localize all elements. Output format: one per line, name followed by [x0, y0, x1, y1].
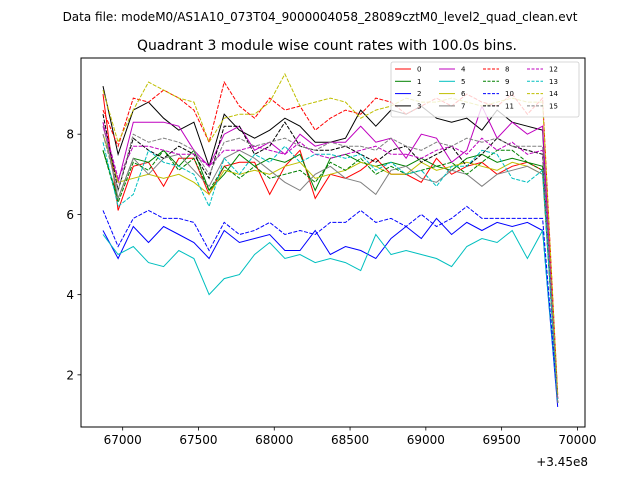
legend-label-14: 14 — [549, 90, 558, 98]
legend-label-12: 12 — [549, 66, 558, 74]
legend-label-2: 2 — [417, 90, 421, 98]
legend-label-8: 8 — [505, 66, 509, 74]
legend-label-10: 10 — [505, 90, 514, 98]
series-line-3 — [102, 85, 559, 399]
x-tick-label: 68500 — [331, 433, 369, 447]
legend-label-7: 7 — [461, 102, 465, 110]
series-line-13 — [102, 142, 559, 403]
legend-label-6: 6 — [461, 90, 466, 98]
series-line-4 — [102, 104, 559, 399]
series-line-2 — [102, 217, 559, 407]
x-tick-label: 70000 — [558, 433, 596, 447]
plot-frame — [80, 57, 586, 428]
legend-label-0: 0 — [417, 66, 421, 74]
series-line-9 — [102, 149, 559, 403]
legend-label-3: 3 — [417, 102, 421, 110]
y-tick-label: 6 — [66, 208, 74, 222]
x-tick-label: 69000 — [407, 433, 445, 447]
x-tick-label: 67000 — [104, 433, 142, 447]
series-line-15 — [102, 133, 559, 403]
series-line-7 — [102, 122, 559, 399]
suptitle: Data file: modeM0/AS1A10_073T04_90000040… — [63, 10, 578, 24]
x-tick-label: 67500 — [179, 433, 217, 447]
legend-label-15: 15 — [549, 102, 558, 110]
legend-label-4: 4 — [461, 66, 466, 74]
series-line-6 — [102, 134, 559, 399]
x-tick-label: 69500 — [483, 433, 521, 447]
legend-label-13: 13 — [549, 78, 558, 86]
legend-label-5: 5 — [461, 78, 465, 86]
legend-box — [390, 61, 580, 118]
y-tick-label: 4 — [66, 288, 74, 302]
legend-label-1: 1 — [417, 78, 421, 86]
y-tick-label: 8 — [66, 128, 74, 142]
x-offset-label: +3.45e8 — [536, 455, 588, 469]
series-line-8 — [102, 80, 559, 395]
y-tick-label: 2 — [66, 368, 74, 382]
series-layer — [102, 72, 559, 407]
series-line-11 — [102, 114, 559, 403]
axes-layer: 67000 67500 68000 68500 69000 69500 70000 2 4 6 8 — [66, 57, 597, 447]
series-line-5 — [102, 228, 559, 403]
chart-title: Quadrant 3 module wise count rates with … — [137, 38, 517, 54]
series-line-10 — [102, 205, 559, 403]
series-line-12 — [102, 122, 559, 399]
legend-label-9: 9 — [505, 78, 509, 86]
legend-label-11: 11 — [505, 102, 514, 110]
series-line-1 — [102, 149, 559, 403]
x-tick-label: 68000 — [255, 433, 293, 447]
